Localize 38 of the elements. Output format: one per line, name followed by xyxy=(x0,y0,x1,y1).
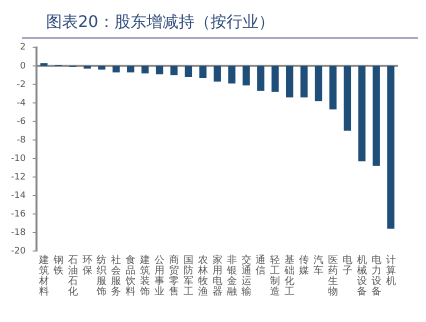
x-tick-label: 汽车 xyxy=(314,254,324,276)
x-tick-label: 传媒 xyxy=(299,254,310,276)
y-tick-label: 2 xyxy=(20,42,26,53)
x-tick-label: 石油石化 xyxy=(68,254,78,298)
y-tick-label: -2 xyxy=(16,80,26,90)
x-tick-label: 食品饮料 xyxy=(124,254,136,298)
x-tick-label: 基础化工 xyxy=(284,254,295,298)
x-tick-label: 纺织服饰 xyxy=(96,254,107,298)
x-tick-label: 农林牧渔 xyxy=(196,254,208,298)
x-tick-label: 国防军工 xyxy=(183,254,194,298)
y-tick-label: -12 xyxy=(10,172,26,182)
x-tick-label: 公用事业 xyxy=(154,254,165,298)
chart-title: 图表20：股东增减持（按行业） xyxy=(22,8,418,39)
y-tick-label: -18 xyxy=(10,228,26,238)
x-tick-label: 电力设备 xyxy=(371,254,382,298)
x-tick-label: 计算机 xyxy=(386,254,396,287)
x-tick-label: 机械设备 xyxy=(356,254,367,298)
y-tick-label: 0 xyxy=(20,61,26,72)
x-tick-label: 非银金融 xyxy=(226,254,237,298)
x-tick-label: 社会服务 xyxy=(111,254,122,298)
x-tick-label: 家用电器 xyxy=(212,254,222,298)
x-tick-label: 医药生物 xyxy=(328,254,338,298)
y-tick-label: -20 xyxy=(10,246,26,256)
x-tick-label: 通信 xyxy=(256,254,266,276)
x-tick-label: 电子 xyxy=(342,254,352,276)
x-tick-label: 轻工制造 xyxy=(270,254,280,298)
x-tick-label: 建筑装饰 xyxy=(139,254,150,298)
x-tick-label: 建筑材料 xyxy=(38,254,49,298)
y-tick-label: -14 xyxy=(10,190,26,201)
y-tick-label: -10 xyxy=(10,154,26,164)
y-tick-label: -8 xyxy=(16,135,26,146)
x-tick-label: 环保 xyxy=(82,254,92,276)
y-tick-label: -4 xyxy=(16,98,26,108)
x-tick-label: 商贸零售 xyxy=(168,254,179,298)
y-tick-label: -6 xyxy=(16,116,26,127)
x-tick-label: 钢铁 xyxy=(52,254,64,276)
y-tick-label: -16 xyxy=(10,209,26,220)
x-tick-label: 交通运输 xyxy=(241,254,252,298)
